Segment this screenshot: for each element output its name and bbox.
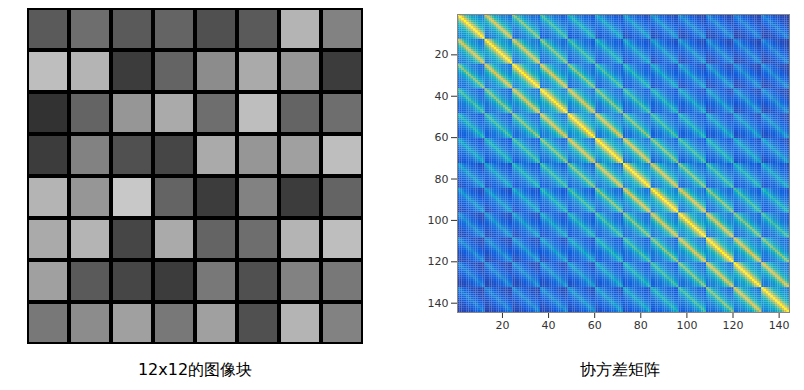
svg-text:60: 60 (435, 131, 449, 144)
html-text:12x12的图像块: 12x12的图像块 (137, 360, 253, 379)
svg-text:20: 20 (435, 48, 449, 61)
svg-text:100: 100 (428, 214, 449, 227)
svg-text:100: 100 (676, 319, 697, 332)
svg-text:60: 60 (588, 319, 602, 332)
svg-text:40: 40 (435, 90, 449, 103)
svg-text:120: 120 (428, 255, 449, 268)
svg-text:80: 80 (435, 173, 449, 186)
svg-text:80: 80 (634, 319, 648, 332)
svg-text:140: 140 (769, 319, 790, 332)
html-text:协方差矩阵: 协方差矩阵 (580, 360, 660, 379)
svg-text:120: 120 (723, 319, 744, 332)
svg-text:20: 20 (495, 319, 509, 332)
svg-text:140: 140 (428, 297, 449, 310)
svg-text:40: 40 (542, 319, 556, 332)
